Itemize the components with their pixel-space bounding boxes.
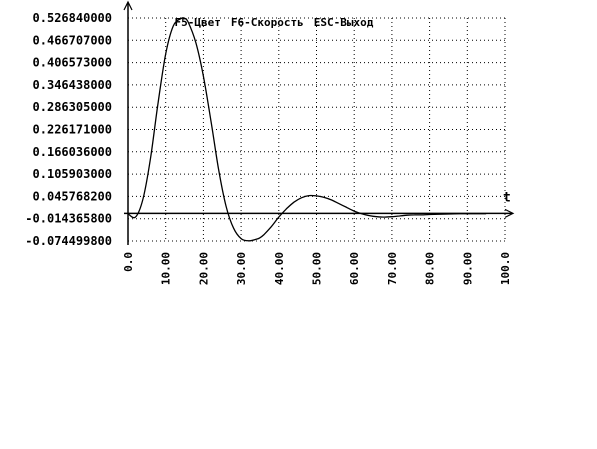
x-tick-label: 70.00 [386,252,399,285]
chart-axes [123,0,515,245]
x-tick-label: 10.00 [160,252,173,285]
x-tick-label: 80.00 [424,252,437,285]
y-tick-label: 0.406573000 [33,56,112,70]
x-tick-label: 20.00 [197,252,210,285]
hotkey-exit[interactable]: ESC-Выход [313,16,374,29]
hotkey-speed[interactable]: F6-Скорость [230,16,304,29]
y-tick-label: 0.226171000 [33,123,112,137]
y-tick-label: 0.286305000 [33,100,112,114]
y-tick-label: -0.074499800 [25,234,112,248]
y-tick-label: 0.166036000 [33,145,112,159]
chart-grid [127,17,506,242]
y-axis-arrow [123,0,133,11]
x-axis-label: t [503,190,511,205]
x-tick-label: 90.00 [461,252,474,285]
y-tick-labels: 0.526840000 0.466707000 0.406573000 0.34643… [25,11,112,248]
y-tick-label: 0.045768200 [33,189,112,203]
x-tick-label: 60.00 [348,252,361,285]
hotkey-bar: F5-Цвет F6-Скорость ESC-Выход [148,3,383,42]
x-axis-arrow [504,208,515,218]
y-tick-label: 0.346438000 [33,78,112,92]
y-tick-label: 0.526840000 [33,11,112,25]
chart-series [127,17,487,242]
x-tick-label: 50.00 [311,252,324,285]
x-tick-label: 100.0 [499,252,512,285]
x-tick-label: 30.00 [235,252,248,285]
y-tick-label: -0.014365800 [25,212,112,226]
x-tick-label: 0.0 [122,252,135,272]
y-tick-label: 0.466707000 [33,33,112,47]
series-line [127,17,487,242]
y-tick-label: 0.105903000 [33,167,112,181]
x-tick-labels: 0.0 10.00 20.00 30.00 40.00 50.00 60.00 70.00 80… [122,252,512,285]
x-tick-label: 40.00 [273,252,286,285]
